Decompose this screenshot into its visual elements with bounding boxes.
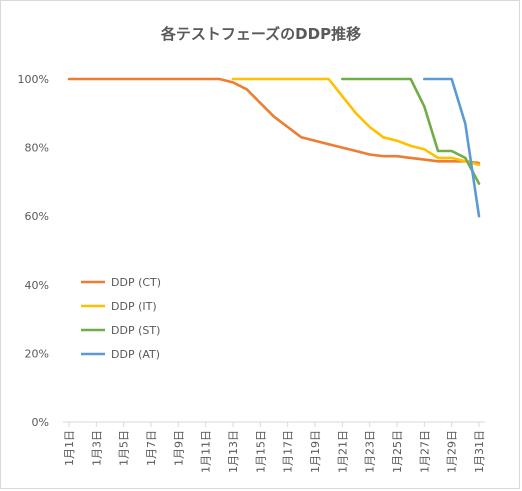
x-tick-label: 1月17日 xyxy=(282,430,295,473)
x-tick-label: 1月3日 xyxy=(90,430,103,466)
x-tick-label: 1月31日 xyxy=(473,430,486,473)
x-tick-label: 1月5日 xyxy=(118,430,131,466)
x-axis-ticks: 1月1日 1月3日 1月5日 1月7日 1月9日 1月11日 1月13日 1月15日 1月17日… xyxy=(63,422,486,473)
chart-title: 各テストフェーズのDDP推移 xyxy=(160,25,361,43)
x-tick-label: 1月29日 xyxy=(446,430,459,473)
legend-label: DDP (CT) xyxy=(111,276,161,289)
x-tick-label: 1月19日 xyxy=(309,430,322,473)
x-tick-label: 1月15日 xyxy=(254,430,267,473)
series-line-ddpct xyxy=(67,77,481,165)
x-tick-label: 1月1日 xyxy=(63,430,76,466)
x-tick-label: 1月23日 xyxy=(364,430,377,473)
x-tick-label: 1月21日 xyxy=(336,430,349,473)
y-tick-label: 20% xyxy=(25,347,49,360)
x-tick-label: 1月11日 xyxy=(200,430,213,473)
y-tick-label: 40% xyxy=(25,279,49,292)
y-tick-label: 0% xyxy=(32,416,49,429)
legend-label: DDP (IT) xyxy=(111,300,157,313)
x-tick-label: 1月7日 xyxy=(145,430,158,466)
x-tick-label: 1月13日 xyxy=(227,430,240,473)
plot-series xyxy=(67,77,481,218)
series-line-ddpat xyxy=(423,77,481,218)
y-tick-label: 80% xyxy=(25,142,49,155)
x-tick-label: 1月27日 xyxy=(418,430,431,473)
x-tick-label: 1月9日 xyxy=(172,430,185,466)
y-tick-label: 60% xyxy=(25,210,49,223)
series-line-ddpit xyxy=(231,77,481,167)
y-axis-ticks: 0% 20% 40% 60% 80% 100% xyxy=(18,73,49,429)
y-tick-label: 100% xyxy=(18,73,49,86)
legend-label: DDP (AT) xyxy=(111,348,160,361)
legend-label: DDP (ST) xyxy=(111,324,160,337)
x-tick-label: 1月25日 xyxy=(391,430,404,473)
series-line-ddpst xyxy=(341,77,481,185)
legend: DDP (CT) DDP (IT) DDP (ST) DDP (AT) xyxy=(81,276,161,361)
